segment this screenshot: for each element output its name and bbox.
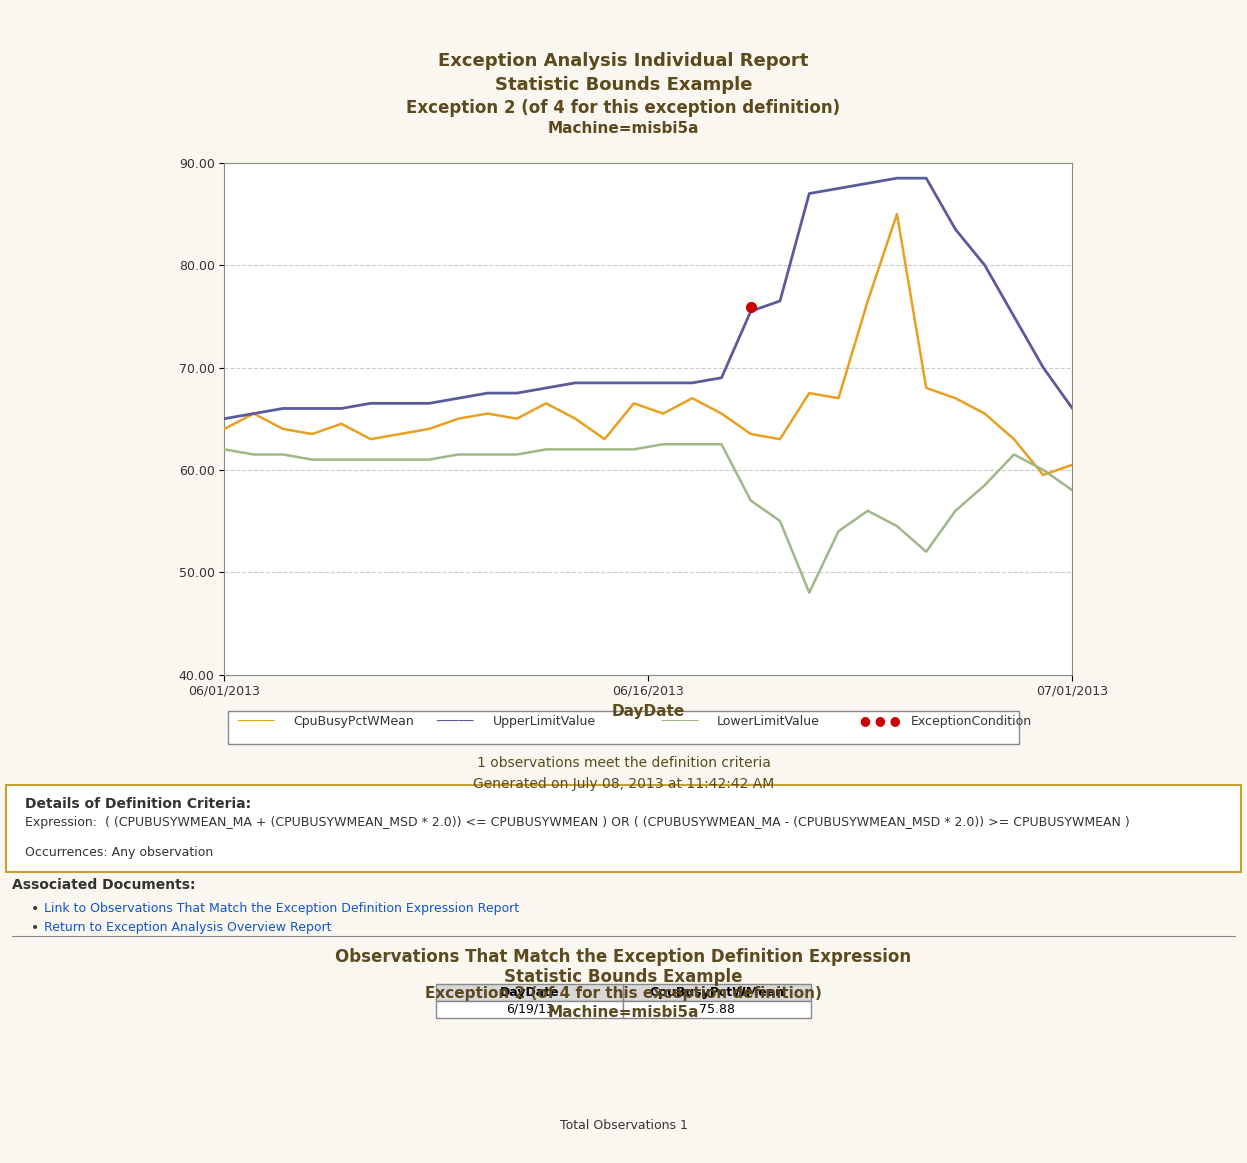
Text: ─────: ───── (237, 714, 274, 728)
Text: Generated on July 08, 2013 at 11:42:42 AM: Generated on July 08, 2013 at 11:42:42 A… (473, 777, 774, 791)
Text: Exception Analysis Individual Report: Exception Analysis Individual Report (438, 52, 809, 70)
Text: ExceptionCondition: ExceptionCondition (910, 714, 1031, 728)
Text: •: • (31, 902, 44, 916)
Text: Expression:  ( (CPUBUSYWMEAN_MA + (CPUBUSYWMEAN_MSD * 2.0)) <= CPUBUSYWMEAN ) OR: Expression: ( (CPUBUSYWMEAN_MA + (CPUBUS… (25, 816, 1130, 829)
Text: Return to Exception Analysis Overview Report: Return to Exception Analysis Overview Re… (44, 921, 332, 934)
Text: Details of Definition Criteria:: Details of Definition Criteria: (25, 797, 251, 811)
Text: Link to Observations That Match the Exception Definition Expression Report: Link to Observations That Match the Exce… (44, 902, 519, 915)
Text: Exception 2 (of 4 for this exception definition): Exception 2 (of 4 for this exception def… (425, 986, 822, 1001)
Text: •: • (31, 921, 44, 935)
Text: Observations That Match the Exception Definition Expression: Observations That Match the Exception De… (335, 948, 912, 965)
Text: 1 observations meet the definition criteria: 1 observations meet the definition crite… (476, 756, 771, 770)
Text: Machine=misbi5a: Machine=misbi5a (547, 1005, 700, 1020)
Text: Statistic Bounds Example: Statistic Bounds Example (504, 968, 743, 985)
Text: Machine=misbi5a: Machine=misbi5a (547, 121, 700, 136)
Text: CpuBusyPctWMean: CpuBusyPctWMean (293, 714, 414, 728)
Text: ● ● ●: ● ● ● (860, 714, 902, 728)
Text: Statistic Bounds Example: Statistic Bounds Example (495, 76, 752, 93)
Text: LowerLimitValue: LowerLimitValue (717, 714, 819, 728)
Text: Total Observations 1: Total Observations 1 (560, 1119, 687, 1132)
Text: Exception 2 (of 4 for this exception definition): Exception 2 (of 4 for this exception def… (407, 99, 840, 116)
X-axis label: DayDate: DayDate (612, 704, 685, 719)
Text: UpperLimitValue: UpperLimitValue (493, 714, 596, 728)
Text: Occurrences: Any observation: Occurrences: Any observation (25, 846, 213, 858)
Text: ─────: ───── (661, 714, 698, 728)
Text: ─────: ───── (436, 714, 474, 728)
Text: Associated Documents:: Associated Documents: (12, 878, 196, 892)
